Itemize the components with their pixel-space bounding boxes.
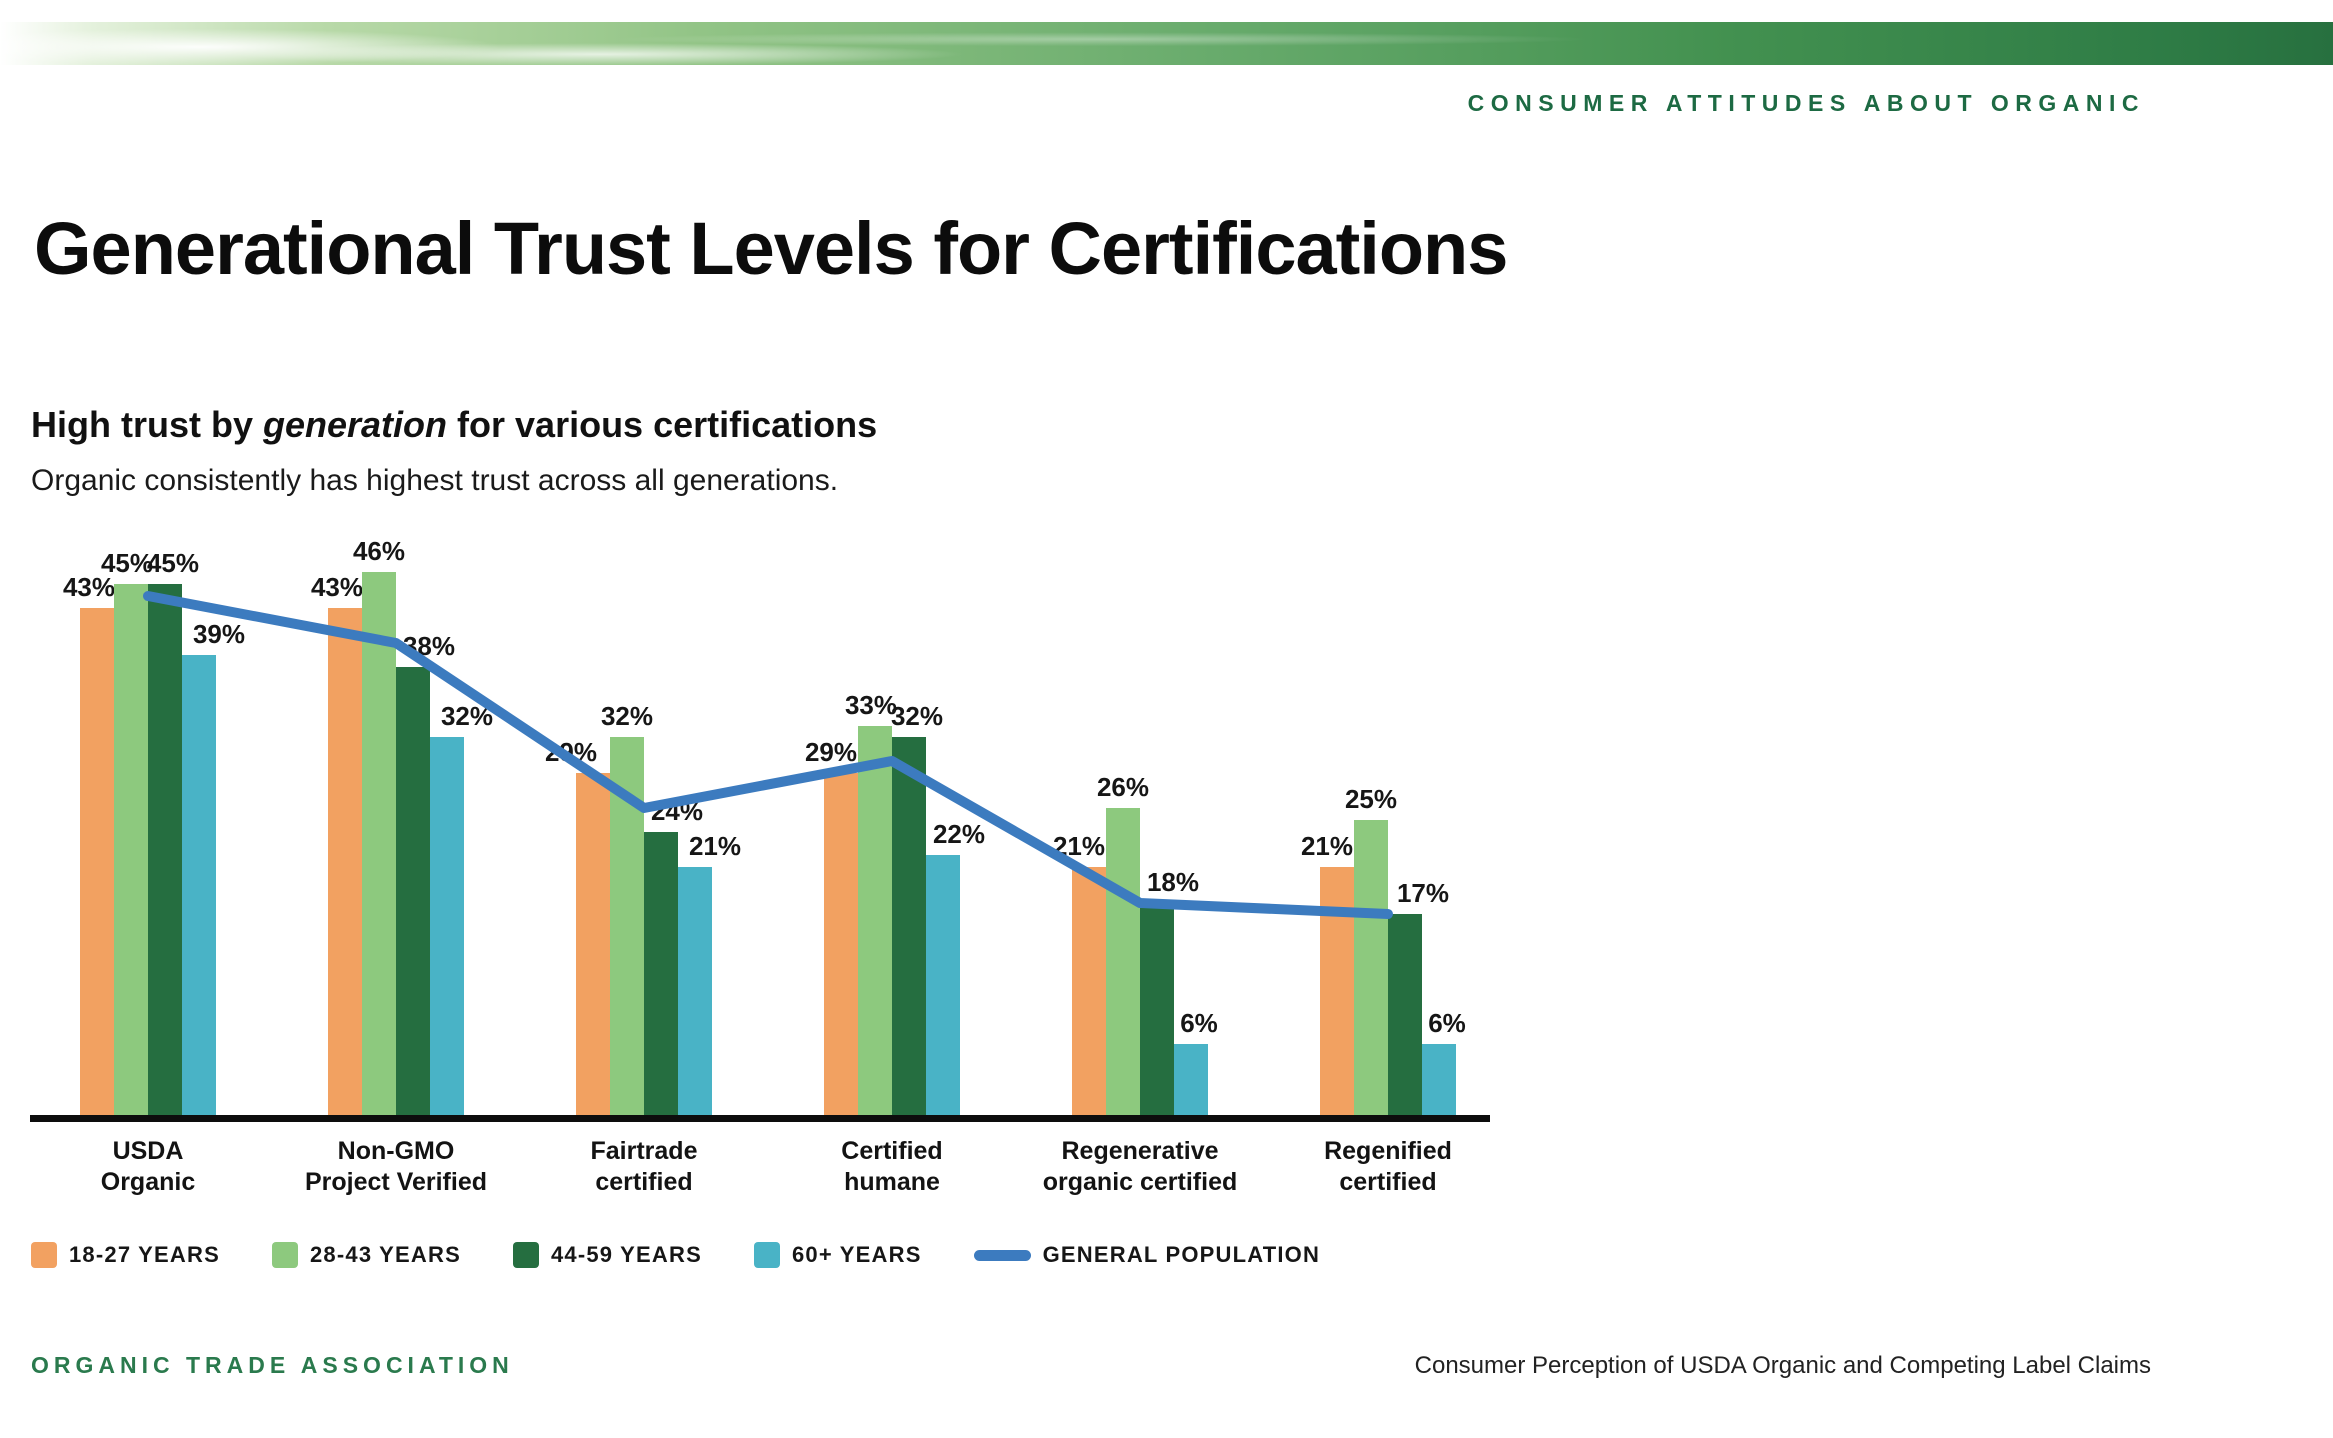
- bar-18-27-years-non-gmo-project-verified: [328, 608, 362, 1115]
- bar-18-27-years-usda-organic: [80, 608, 114, 1115]
- category-label-regenified-certified: Regenified certified: [1228, 1136, 1548, 1198]
- bar-value-label: 6%: [1180, 1008, 1218, 1038]
- legend-swatch-icon: [512, 1242, 539, 1268]
- bar-value-label: 32%: [600, 701, 654, 731]
- chart-heading-emphasis: generation: [263, 404, 448, 445]
- bar-value-label: 46%: [352, 536, 406, 566]
- chart-subheading: Organic consistently has highest trust a…: [31, 464, 839, 497]
- top-banner-gradient: [0, 22, 2333, 65]
- category-label-certified-humane: Certified humane: [732, 1136, 1052, 1198]
- bar-44-59-years-usda-organic: [148, 584, 182, 1115]
- category-label-non-gmo-project-verified: Non-GMO Project Verified: [236, 1136, 556, 1198]
- bar-60-years-regenified-certified: [1422, 1044, 1456, 1115]
- bar-44-59-years-fairtrade-certified: [644, 832, 678, 1115]
- bar-value-label: 45%: [100, 548, 154, 578]
- legend-label: 60+ YEARS: [791, 1242, 922, 1267]
- eyebrow-title: CONSUMER ATTITUDES ABOUT ORGANIC: [1467, 90, 2145, 116]
- bar-60-years-usda-organic: [182, 655, 216, 1115]
- bar-44-59-years-certified-humane: [892, 737, 926, 1115]
- bar-44-59-years-regenified-certified: [1388, 914, 1422, 1115]
- page-title: Generational Trust Levels for Certificat…: [34, 207, 1508, 290]
- category-label-line1: Regenified: [1324, 1137, 1452, 1165]
- category-label-line2: organic certified: [1042, 1168, 1238, 1196]
- legend-label: 18-27 YEARS: [69, 1242, 220, 1267]
- bar-60-years-certified-humane: [926, 855, 960, 1115]
- legend-item-general-population: GENERAL POPULATION: [973, 1242, 1321, 1268]
- legend-item-60-years: 60+ YEARS: [753, 1242, 922, 1268]
- category-label-line1: Regenerative: [1061, 1137, 1219, 1165]
- legend-label: 44-59 YEARS: [550, 1242, 702, 1267]
- chart-heading-suffix: for various certifications: [447, 404, 878, 445]
- bar-18-27-years-regenerative-organic-certified: [1072, 867, 1106, 1115]
- category-label-usda-organic: USDA Organic: [0, 1136, 308, 1198]
- legend-item-44-59-years: 44-59 YEARS: [512, 1242, 702, 1268]
- legend-label: GENERAL POPULATION: [1042, 1242, 1321, 1267]
- bar-44-59-years-regenerative-organic-certified: [1140, 903, 1174, 1115]
- category-label-line1: USDA: [112, 1137, 184, 1165]
- category-label-line1: Certified: [841, 1137, 943, 1165]
- category-label-line2: certified: [595, 1168, 693, 1196]
- bar-value-label: 38%: [402, 631, 456, 661]
- category-label-line2: Organic: [100, 1168, 196, 1196]
- legend-label: 28-43 YEARS: [309, 1242, 461, 1267]
- chart-heading-prefix: High trust by: [31, 404, 263, 445]
- footer-report-title: Consumer Perception of USDA Organic and …: [1414, 1352, 2151, 1379]
- category-label-line1: Fairtrade: [590, 1137, 698, 1165]
- bar-value-label: 25%: [1344, 784, 1398, 814]
- legend-item-18-27-years: 18-27 YEARS: [31, 1242, 220, 1268]
- bar-value-label: 45%: [146, 548, 200, 578]
- category-label-line2: Project Verified: [304, 1168, 488, 1196]
- bar-60-years-fairtrade-certified: [678, 867, 712, 1115]
- x-axis-line: [30, 1115, 1490, 1122]
- category-label-fairtrade-certified: Fairtrade certified: [484, 1136, 804, 1198]
- bar-value-label: 26%: [1096, 772, 1150, 802]
- bar-value-label: 24%: [650, 796, 704, 826]
- bar-60-years-regenerative-organic-certified: [1174, 1044, 1208, 1115]
- footer-org-name: ORGANIC TRADE ASSOCIATION: [31, 1352, 514, 1378]
- bar-28-43-years-regenified-certified: [1354, 820, 1388, 1115]
- bar-value-label: 39%: [192, 619, 246, 649]
- legend-swatch-icon: [31, 1242, 57, 1268]
- bar-value-label: 32%: [890, 701, 944, 731]
- bar-28-43-years-fairtrade-certified: [610, 737, 644, 1115]
- legend-item-28-43-years: 28-43 YEARS: [271, 1242, 461, 1268]
- bar-value-label: 6%: [1428, 1008, 1466, 1038]
- category-label-line2: humane: [844, 1168, 940, 1196]
- bar-value-label: 21%: [688, 831, 742, 861]
- bar-value-label: 18%: [1146, 867, 1200, 897]
- bar-value-label: 32%: [440, 701, 494, 731]
- bar-28-43-years-usda-organic: [114, 584, 148, 1115]
- chart-heading: High trust by generation for various cer…: [31, 404, 877, 446]
- chart-legend: 18-27 YEARS 28-43 YEARS 44-59 YEARS 60+ YEA…: [31, 1242, 1320, 1268]
- bar-28-43-years-certified-humane: [858, 726, 892, 1115]
- legend-swatch-icon: [271, 1242, 298, 1268]
- category-label-line1: Non-GMO: [337, 1137, 455, 1165]
- category-label-regenerative-organic-certified: Regenerative organic certified: [980, 1136, 1300, 1198]
- bar-60-years-non-gmo-project-verified: [430, 737, 464, 1115]
- bar-value-label: 43%: [62, 572, 116, 602]
- legend-line-swatch-icon: [973, 1249, 1031, 1261]
- category-label-line2: certified: [1339, 1168, 1437, 1196]
- bar-28-43-years-regenerative-organic-certified: [1106, 808, 1140, 1115]
- bar-44-59-years-non-gmo-project-verified: [396, 667, 430, 1115]
- bar-value-label: 17%: [1396, 878, 1450, 908]
- legend-swatch-icon: [753, 1242, 780, 1268]
- bar-18-27-years-certified-humane: [824, 773, 858, 1115]
